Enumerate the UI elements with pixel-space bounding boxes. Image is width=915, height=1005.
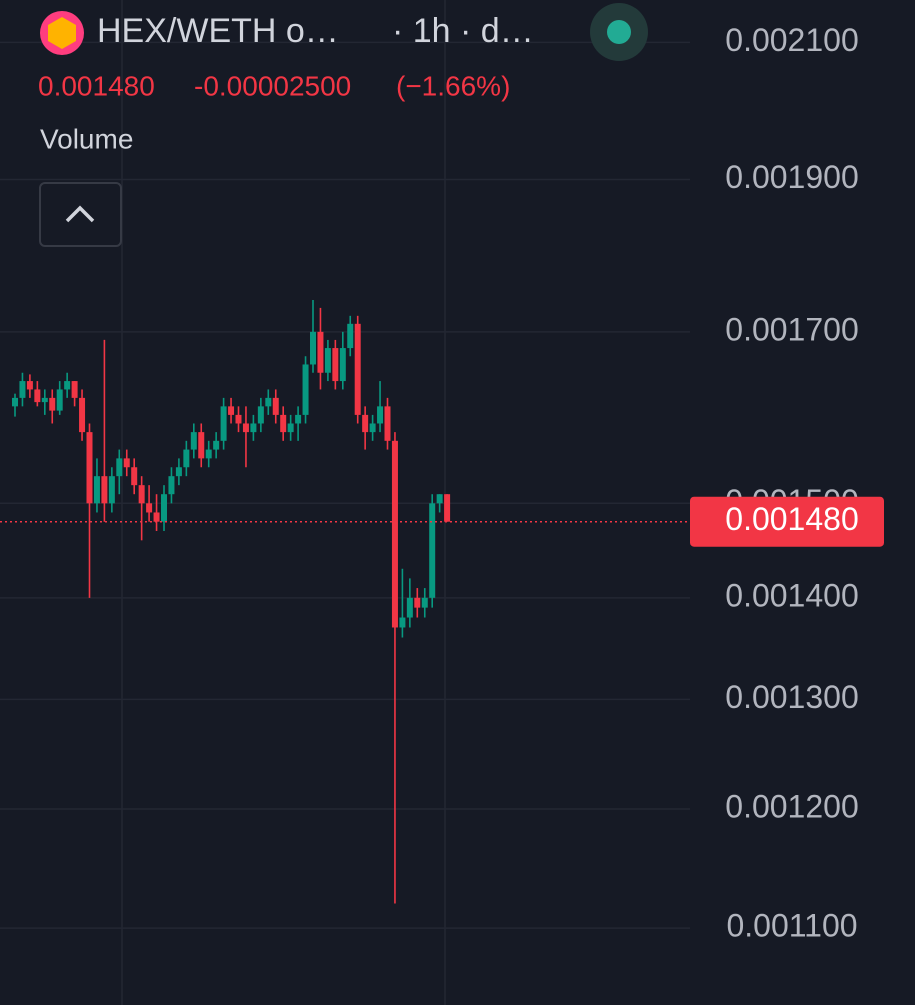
candle-body — [34, 389, 41, 403]
candle-body — [79, 397, 86, 433]
candle-body — [362, 414, 369, 433]
candle-body — [414, 597, 421, 608]
candle-body — [146, 503, 153, 513]
candle-body — [138, 485, 145, 504]
candle-body — [391, 440, 398, 628]
candle-body — [429, 503, 436, 598]
candle-body — [302, 364, 309, 415]
candle-body — [310, 331, 316, 365]
candle-body — [436, 494, 443, 504]
candle-body — [205, 449, 212, 459]
candle-body — [168, 476, 175, 495]
y-tick-label: 0.001700 — [725, 311, 858, 347]
candle-body — [369, 423, 376, 433]
change-pct: (−1.66%) — [396, 70, 510, 101]
candle-body — [19, 381, 26, 398]
candle-body — [235, 414, 242, 424]
candle-body — [295, 414, 302, 424]
last-price-badge — [690, 496, 884, 547]
token-icon-hex — [48, 17, 76, 49]
candle-body — [116, 458, 123, 477]
price: 0.001480 — [38, 70, 155, 101]
candle-body — [265, 397, 272, 407]
candle-body — [86, 432, 93, 504]
candle-body — [220, 406, 227, 441]
candle-body — [250, 423, 257, 433]
y-tick-label: 0.001100 — [726, 908, 857, 944]
status-dot — [607, 20, 631, 44]
candle-body — [354, 323, 361, 415]
candle-body — [108, 476, 115, 504]
candle-body — [444, 494, 451, 522]
candle-body — [406, 597, 413, 618]
candle-body — [257, 406, 264, 424]
candle-body — [339, 348, 346, 382]
candle-body — [384, 406, 391, 441]
indicator-label[interactable]: Volume — [40, 123, 133, 154]
chevron-icon — [65, 205, 95, 223]
candle-body — [93, 476, 100, 504]
candle-body — [49, 397, 56, 411]
collapse-button[interactable] — [39, 182, 122, 247]
candle-body — [123, 458, 130, 468]
candle-body — [280, 414, 287, 433]
candle-body — [101, 476, 108, 504]
change: -0.00002500 — [194, 70, 351, 101]
candle-body — [242, 423, 249, 433]
candle-body — [12, 397, 18, 407]
candle-body — [183, 449, 190, 468]
y-tick-label: 0.001300 — [725, 679, 858, 715]
candle-body — [56, 389, 63, 411]
y-tick-label: 0.001900 — [725, 159, 858, 195]
candle-body — [228, 406, 235, 415]
candle-body — [324, 348, 331, 373]
symbol-title[interactable]: HEX/WETH o… — [97, 12, 339, 50]
interval[interactable]: · 1h · d… — [392, 12, 534, 50]
candle-body — [213, 440, 220, 450]
last-price-label: 0.001480 — [725, 501, 858, 537]
candle-body — [131, 467, 138, 486]
y-tick-label: 0.002100 — [725, 22, 858, 58]
candle-body — [347, 323, 354, 349]
candle-body — [64, 381, 71, 390]
candle-body — [272, 397, 279, 415]
header: HEX/WETH o… · 1h · d… 0.001480 -0.000025… — [38, 3, 648, 247]
candle-body — [41, 397, 48, 403]
y-tick-label: 0.001400 — [725, 577, 858, 613]
candle-body — [198, 432, 205, 459]
candle-body — [161, 494, 167, 522]
candle-body — [377, 406, 384, 424]
candle-body — [26, 381, 33, 390]
candle-body — [317, 331, 324, 373]
candle-body — [71, 381, 78, 398]
y-tick-label: 0.001200 — [725, 788, 858, 824]
candle-body — [421, 597, 428, 608]
candle-body — [190, 432, 197, 450]
candle-body — [175, 467, 182, 477]
candle-body — [287, 423, 294, 433]
candle-body — [332, 348, 339, 382]
candle-body — [153, 512, 160, 522]
candle-body — [399, 617, 406, 628]
